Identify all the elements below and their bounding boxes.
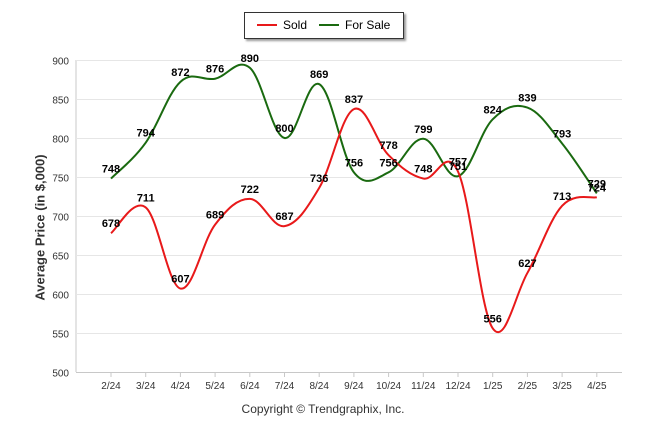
data-label-for-sale: 872 [171, 67, 189, 79]
data-label-sold: 722 [241, 184, 259, 196]
x-tick-label: 1/25 [483, 381, 503, 392]
grid-lines [75, 60, 622, 373]
data-label-for-sale: 890 [241, 53, 259, 65]
data-labels: 678 711 607 689 722 687 736 837 778 748 757 556 627 7… [102, 53, 607, 326]
y-tick-label: 650 [52, 252, 69, 263]
data-label-sold: 748 [414, 164, 432, 176]
legend-swatch-sold [257, 24, 277, 26]
data-label-sold: 724 [588, 182, 607, 194]
data-label-sold: 837 [345, 94, 363, 106]
x-tick-label: 3/24 [136, 381, 156, 392]
x-tick-label: 7/24 [275, 381, 295, 392]
y-tick-label: 550 [52, 330, 69, 341]
data-label-for-sale: 800 [275, 123, 293, 135]
data-label-sold: 713 [553, 191, 571, 203]
y-axis-ticks: 500 550 600 650 700 750 800 850 900 [52, 57, 69, 380]
data-label-sold: 689 [206, 210, 224, 222]
y-tick-label: 600 [52, 291, 69, 302]
data-label-for-sale: 794 [137, 128, 156, 140]
x-tick-label: 8/24 [309, 381, 329, 392]
data-label-for-sale: 748 [102, 164, 120, 176]
data-label-sold: 778 [379, 140, 397, 152]
data-label-for-sale: 876 [206, 64, 224, 76]
legend-label-sold: Sold [283, 18, 308, 32]
x-tick-label: 10/24 [376, 381, 401, 392]
y-tick-label: 750 [52, 174, 69, 185]
data-label-for-sale: 756 [379, 157, 397, 169]
legend-label-for-sale: For Sale [345, 18, 391, 32]
x-tick-label: 3/25 [552, 381, 572, 392]
data-label-for-sale: 793 [553, 128, 571, 140]
series-line-for-sale [110, 63, 598, 194]
y-tick-label: 800 [52, 135, 69, 146]
x-tick-label: 9/24 [344, 381, 364, 392]
x-tick-label: 12/24 [445, 381, 470, 392]
data-label-sold: 627 [518, 258, 536, 270]
x-tick-label: 11/24 [411, 381, 436, 392]
y-tick-label: 500 [52, 369, 69, 380]
series-line-sold [110, 107, 598, 333]
data-label-for-sale: 824 [484, 104, 503, 116]
x-axis-ticks: 2/24 3/24 4/24 5/24 6/24 7/24 8/24 9/24 10/24 11/… [101, 372, 607, 392]
x-tick-label: 4/25 [587, 381, 607, 392]
data-label-for-sale: 799 [414, 124, 432, 136]
y-tick-label: 850 [52, 96, 69, 107]
data-label-sold: 687 [275, 211, 293, 223]
data-label-sold: 556 [484, 313, 502, 325]
data-label-sold: 607 [171, 274, 189, 286]
x-tick-label: 4/24 [171, 381, 191, 392]
copyright-text: Copyright © Trendgraphix, Inc. [241, 402, 405, 416]
data-label-sold: 711 [137, 192, 155, 204]
y-tick-label: 900 [52, 57, 69, 68]
data-label-sold: 678 [102, 218, 120, 230]
legend: Sold For Sale [244, 12, 404, 39]
data-label-sold: 757 [449, 157, 467, 169]
y-axis-label: Average Price (in $,000) [32, 154, 48, 301]
legend-swatch-for-sale [319, 24, 339, 26]
data-label-for-sale: 869 [310, 69, 328, 81]
series-lines [110, 63, 598, 333]
x-tick-label: 5/24 [205, 381, 225, 392]
x-tick-label: 2/25 [518, 381, 538, 392]
data-label-for-sale: 751 [449, 161, 467, 173]
x-tick-label: 2/24 [101, 381, 121, 392]
y-tick-label: 700 [52, 213, 69, 224]
data-label-for-sale: 756 [345, 157, 363, 169]
data-label-for-sale: 729 [588, 178, 606, 190]
x-tick-label: 6/24 [240, 381, 260, 392]
data-label-sold: 736 [310, 173, 328, 185]
data-label-for-sale: 839 [518, 93, 536, 105]
